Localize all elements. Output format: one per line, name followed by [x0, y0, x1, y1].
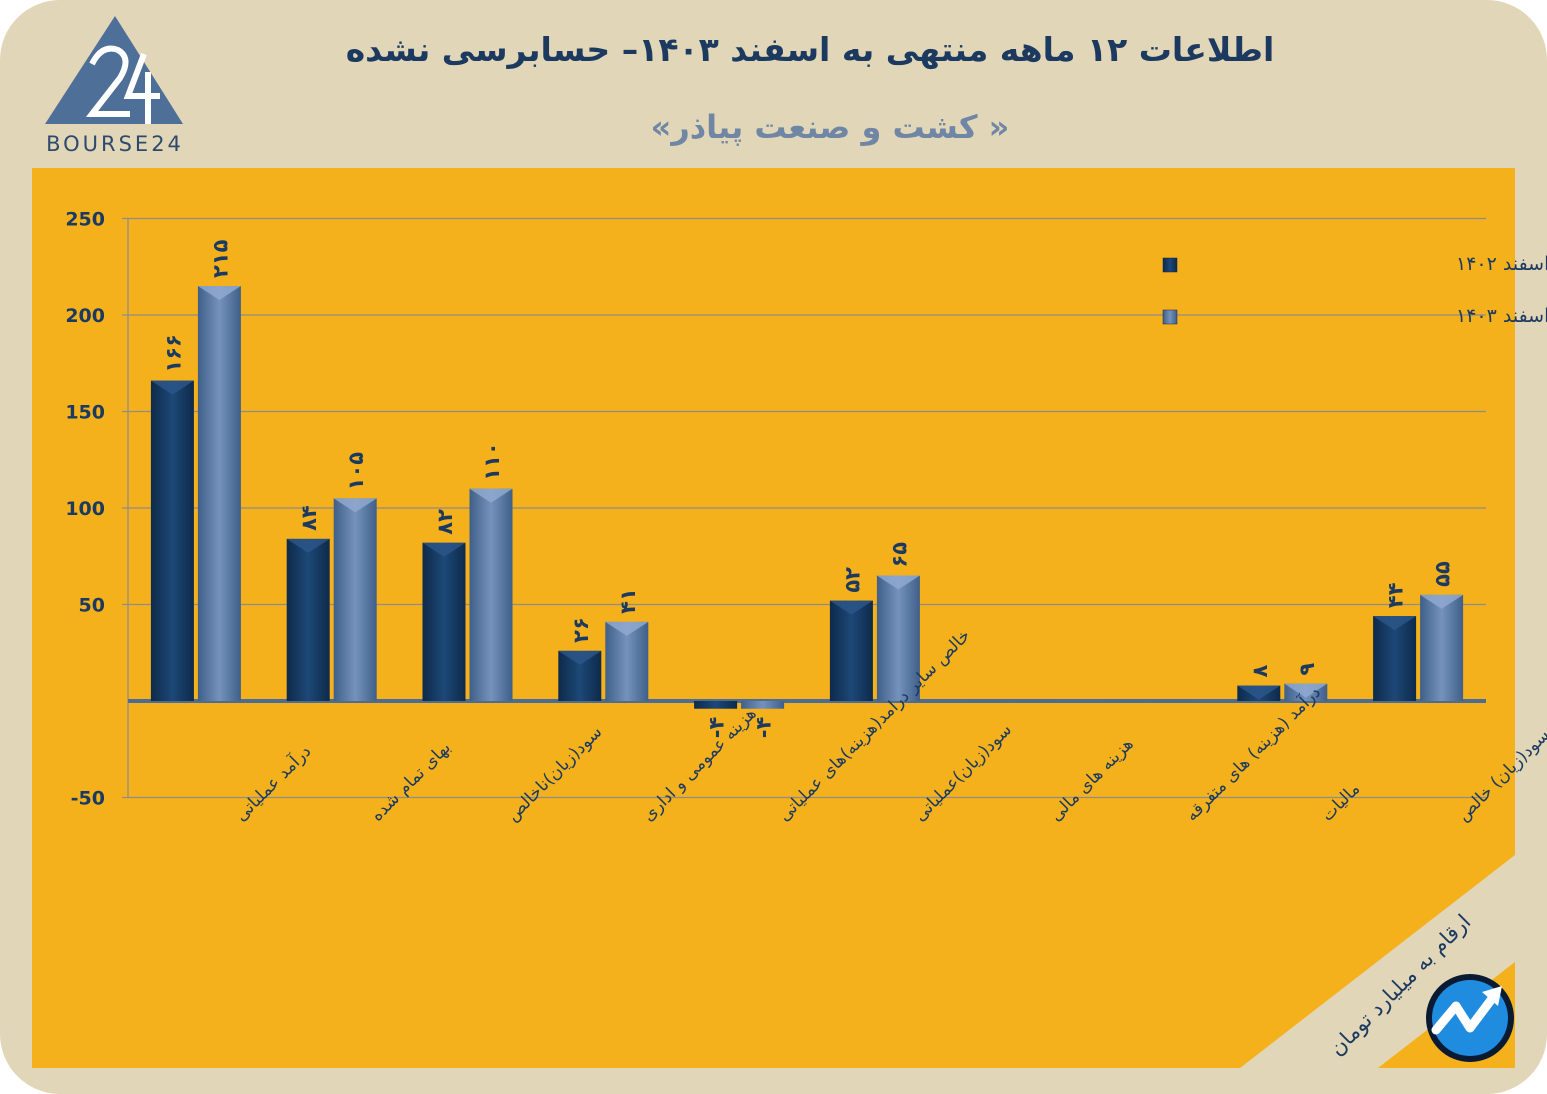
bar-bevel — [1284, 683, 1328, 698]
data-label: ۸۲ — [433, 509, 457, 535]
legend-label: عملکرد منتهی به اسفند ۱۴۰۳ — [1456, 305, 1547, 327]
data-label: ۵۲ — [840, 567, 864, 593]
data-label: ۶۵ — [887, 542, 911, 568]
logo-arrow-head — [1482, 986, 1502, 1006]
data-label: ۸۴ — [297, 505, 321, 531]
bar-bevel — [422, 542, 466, 557]
bar-bevel — [558, 650, 602, 665]
bar — [1420, 594, 1464, 701]
bar — [286, 538, 330, 701]
bourse24-logo-icon — [45, 16, 183, 124]
trend-arrow-logo-icon — [1426, 974, 1514, 1062]
bar — [829, 600, 873, 701]
x-tick-label: مالیات — [1318, 779, 1365, 826]
data-label: ۴۴ — [1384, 582, 1408, 608]
bar-bevel — [829, 600, 873, 615]
bar-bevel — [469, 488, 513, 503]
legend: عملکرد منتهی به اسفند ۱۴۰۲ عملکرد منتهی ب… — [1162, 253, 1547, 327]
bar-bevel — [333, 498, 377, 513]
logo-text: BOURSE24 — [46, 132, 184, 156]
bar — [197, 286, 241, 701]
legend-label: عملکرد منتهی به اسفند ۱۴۰۲ — [1456, 253, 1547, 275]
note: ارقام به میلیارد تومان — [1240, 855, 1515, 1068]
page-subtitle: « کشت و صنعت پیاذر» — [650, 108, 1010, 146]
logo-arrow-line — [1431, 991, 1499, 1035]
data-label: ۲۱۵ — [208, 239, 232, 278]
data-label: -۴ — [752, 717, 776, 739]
bar-bevel — [605, 621, 649, 636]
bar — [1012, 699, 1056, 703]
x-tick-label: درآمد عملیاتی — [230, 740, 315, 825]
data-label: -۴ — [705, 717, 729, 739]
bar — [333, 498, 377, 701]
bar-bevel — [286, 538, 330, 553]
bar-bevel — [1373, 616, 1417, 631]
bar — [694, 701, 738, 709]
bar — [1101, 699, 1145, 703]
data-label: ۱۶۶ — [161, 334, 185, 372]
page-title: اطلاعات ۱۲ ماهه منتهی به اسفند ۱۴۰۳– حسا… — [345, 30, 1275, 69]
bar-bevel — [876, 575, 920, 590]
y-tick-label: 50 — [79, 595, 105, 617]
data-label: ۹ — [1295, 663, 1319, 676]
x-tick-label: سود(زیان) خالص — [1453, 725, 1547, 825]
data-label: ۲۶ — [569, 617, 593, 643]
x-tick-label: سود(زیان)ناخالص — [503, 722, 606, 825]
data-label: ۱۱۰ — [480, 442, 504, 480]
bar — [1373, 616, 1417, 701]
bar-bevel — [1420, 594, 1464, 609]
x-tick-label: هزینه عمومی و اداری — [639, 704, 761, 826]
bar — [1148, 699, 1192, 703]
bar-bevel — [150, 380, 194, 395]
data-label: ۱۰۵ — [344, 452, 368, 491]
data-label: ۴۱ — [616, 588, 640, 614]
y-tick-label: -50 — [71, 788, 105, 810]
labels: 250 200 150 100 50 -50 ۱۶۶ ۲۱۵ درآمد عملیاتی ۸۴ ۱۰… — [65, 209, 1547, 826]
x-tick-label: هزینه های مالی — [1046, 734, 1137, 825]
bar — [150, 380, 194, 701]
y-tick-label: 100 — [65, 498, 105, 520]
legend-swatch — [1162, 309, 1178, 325]
legend-swatch — [1162, 257, 1178, 273]
data-label: ۵۵ — [1431, 561, 1455, 587]
data-label: ۸ — [1248, 665, 1272, 678]
bar — [876, 575, 920, 701]
y-tick-label: 250 — [65, 209, 105, 231]
bars — [150, 286, 1464, 709]
x-tick-label: بهای تمام شده — [367, 738, 455, 826]
bar — [741, 701, 785, 709]
y-tick-label: 200 — [65, 305, 105, 327]
bar-bevel — [197, 286, 241, 301]
x-tick-label: سود(زیان)عملیاتی — [910, 720, 1016, 826]
bar-bevel — [1237, 685, 1281, 700]
chart-panel — [32, 168, 1515, 1068]
bar — [965, 699, 1009, 703]
y-tick-label: 150 — [65, 402, 105, 424]
bar — [469, 488, 513, 701]
bar — [422, 542, 466, 701]
